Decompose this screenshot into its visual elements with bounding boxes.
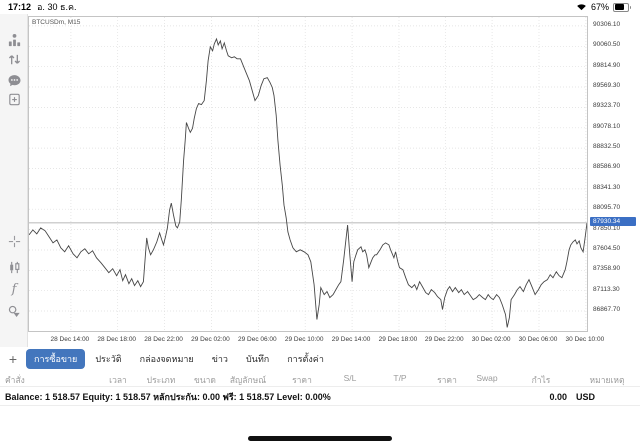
price-tick-label: 89323.70 [593, 102, 621, 110]
time-axis[interactable]: 28 Dec 14:00 28 Dec 18:00 28 Dec 22:00 29 D… [28, 334, 640, 347]
tab-news[interactable]: ข่าว [211, 354, 228, 364]
status-date: อ. 30 ธ.ค. [37, 2, 77, 12]
objects-icon[interactable] [0, 301, 28, 321]
battery-percentage: 67% [590, 2, 609, 12]
tab-trade[interactable]: การซื้อขาย [26, 349, 86, 369]
time-tick-label: 30 Dec 10:00 [565, 336, 605, 343]
indicators-icon[interactable]: f [11, 281, 17, 297]
time-tick-label: 28 Dec 18:00 [97, 336, 137, 343]
price-tick-label: 88095.70 [593, 204, 621, 212]
price-chart-svg [29, 17, 587, 331]
time-tick-label: 29 Dec 06:00 [237, 336, 277, 343]
account-summary-row: Balance: 1 518.57 Equity: 1 518.57 หลักป… [0, 388, 640, 406]
price-tick-label: 89078.10 [593, 122, 621, 130]
home-indicator[interactable] [248, 436, 392, 441]
price-tick-label: 89569.30 [593, 82, 621, 90]
price-tick-label: 90306.10 [593, 20, 621, 28]
time-tick-label: 28 Dec 14:00 [50, 336, 90, 343]
price-tick-label: 88832.50 [593, 143, 621, 151]
col-comment: หมายเหตุ [589, 375, 625, 385]
chart-symbol-label: BTCUSDm, M15 [32, 19, 81, 26]
price-tick-label: 89814.90 [593, 61, 621, 69]
price-tick-label: 88341.30 [593, 183, 621, 191]
battery-icon [613, 2, 632, 12]
price-tick-label: 88586.90 [593, 163, 621, 171]
bottom-panel: + การซื้อขาย ประวัติ กล่องจดหมาย ข่าว บั… [0, 347, 640, 447]
tab-settings[interactable]: การตั้งค่า [287, 354, 324, 364]
crosshair-icon[interactable] [0, 231, 28, 251]
col-time: เวลา [109, 375, 127, 385]
current-price-badge: 87930.34 [590, 217, 636, 227]
account-summary-text: Balance: 1 518.57 Equity: 1 518.57 หลักป… [5, 391, 331, 402]
candles-icon[interactable] [0, 257, 28, 277]
orders-table-header: คำสั่ง เวลา ประเภท ขนาด สัญลักษณ์ ราคา S… [0, 371, 640, 387]
price-tick-label: 87358.90 [593, 265, 621, 273]
quotes-icon[interactable] [0, 30, 28, 50]
tab-bar: + การซื้อขาย ประวัติ กล่องจดหมาย ข่าว บั… [0, 349, 640, 369]
col-tp: T/P [393, 373, 407, 383]
col-price-open: ราคา [292, 375, 312, 385]
col-symbol: สัญลักษณ์ [229, 375, 267, 385]
tab-history[interactable]: ประวัติ [95, 354, 122, 364]
col-price-current: ราคา [437, 375, 457, 385]
time-tick-label: 30 Dec 06:00 [518, 336, 558, 343]
trade-icon[interactable] [0, 49, 28, 69]
col-sl: S/L [343, 373, 357, 383]
time-tick-label: 29 Dec 14:00 [331, 336, 371, 343]
price-tick-label: 87850.10 [593, 224, 621, 232]
chat-icon[interactable] [0, 70, 28, 90]
col-swap: Swap [476, 373, 498, 383]
time-tick-label: 28 Dec 22:00 [144, 336, 183, 343]
price-tick-label: 90060.50 [593, 41, 621, 49]
price-chart-plot[interactable]: BTCUSDm, M15 [28, 16, 588, 332]
wifi-icon [576, 2, 587, 13]
col-order: คำสั่ง [5, 375, 25, 385]
price-tick-label: 87113.30 [593, 285, 620, 293]
price-axis[interactable]: 90306.10 90060.50 89814.90 89569.30 89323.70… [589, 16, 640, 332]
price-tick-label: 87604.50 [593, 244, 621, 252]
col-profit: กำไร [531, 375, 551, 385]
price-tick-label: 86867.70 [593, 306, 621, 314]
account-currency: USD [575, 391, 595, 402]
new-order-icon[interactable] [0, 89, 28, 109]
time-tick-label: 30 Dec 02:00 [471, 336, 511, 343]
total-profit-value: 0.00 [549, 391, 567, 402]
tab-mailbox[interactable]: กล่องจดหมาย [139, 354, 194, 364]
col-size: ขนาด [194, 375, 216, 385]
add-order-button[interactable]: + [8, 351, 18, 367]
chart-area: BTCUSDm, M15 90306.10 90060.50 89814.90 895… [28, 14, 640, 347]
time-tick-label: 29 Dec 22:00 [424, 336, 464, 343]
time-tick-label: 29 Dec 02:00 [191, 336, 230, 343]
status-bar: 17:12 อ. 30 ธ.ค. 67% [0, 0, 640, 14]
time-tick-label: 29 Dec 10:00 [284, 336, 324, 343]
sidebar-toolbar: f M15 [0, 14, 28, 357]
tab-journal[interactable]: บันทึก [245, 354, 270, 364]
clock-time: 17:12 [8, 2, 32, 12]
col-type: ประเภท [146, 375, 176, 385]
time-tick-label: 29 Dec 18:00 [378, 336, 418, 343]
